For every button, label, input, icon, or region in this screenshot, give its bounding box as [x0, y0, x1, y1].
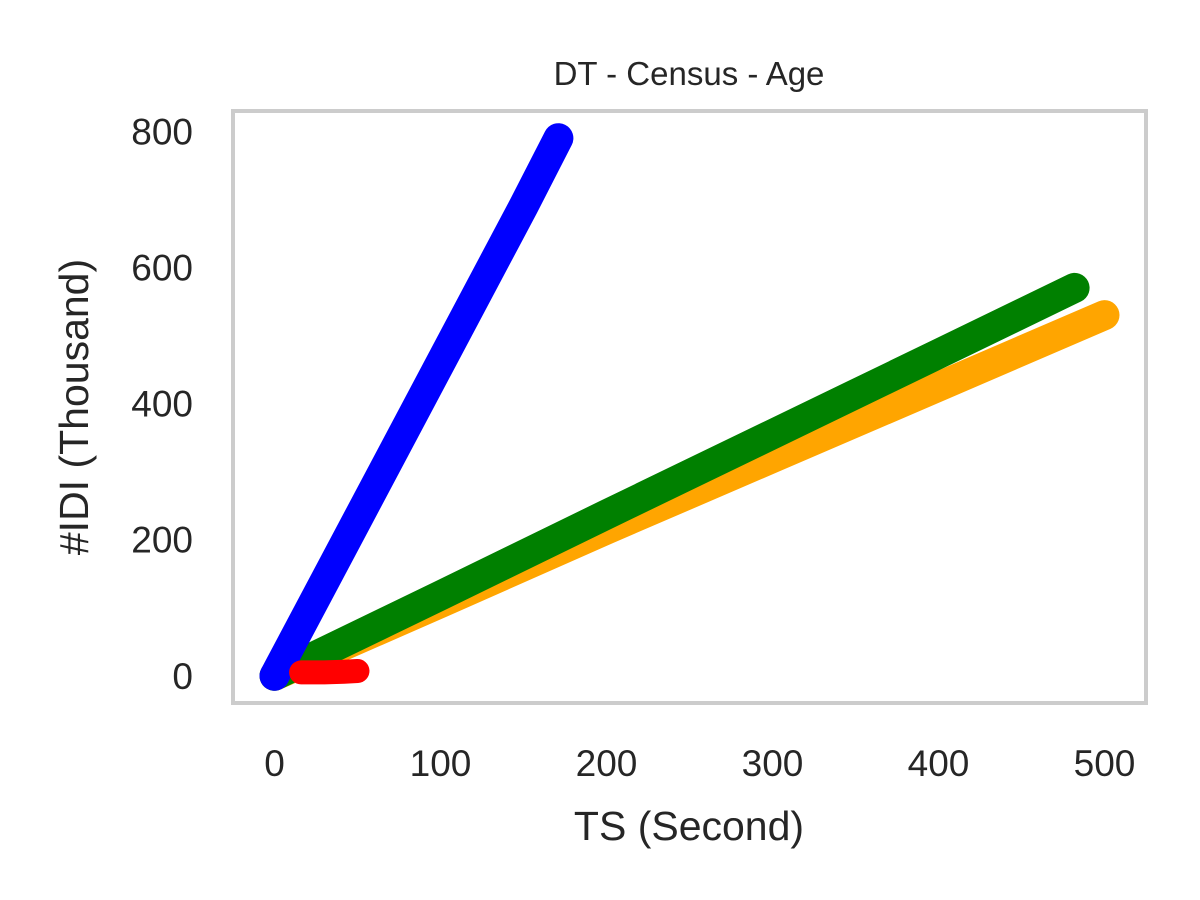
y-tick-label: 800 [131, 111, 193, 152]
y-tick-labels: 0 200 400 600 800 [131, 111, 193, 696]
series-layer [259, 123, 1120, 691]
y-tick-label: 200 [131, 520, 193, 561]
x-tick-label: 200 [576, 743, 638, 784]
y-tick-label: 400 [131, 384, 193, 425]
x-tick-label: 500 [1074, 743, 1136, 784]
y-tick-label: 600 [131, 248, 193, 289]
x-tick-label: 400 [908, 743, 970, 784]
x-tick-label: 0 [264, 743, 285, 784]
series-line-2 [259, 272, 1090, 691]
x-tick-label: 300 [742, 743, 804, 784]
series-line-3 [259, 123, 574, 691]
chart-title: DT - Census - Age [554, 55, 825, 92]
y-tick-label: 0 [172, 656, 193, 697]
series-line-4 [289, 659, 370, 685]
x-tick-label: 100 [410, 743, 472, 784]
x-axis-label: TS (Second) [574, 803, 804, 849]
x-tick-labels: 0 100 200 300 400 500 [264, 743, 1135, 784]
y-axis-label: #IDI (Thousand) [51, 259, 97, 555]
plot-area-frame [231, 109, 1148, 705]
